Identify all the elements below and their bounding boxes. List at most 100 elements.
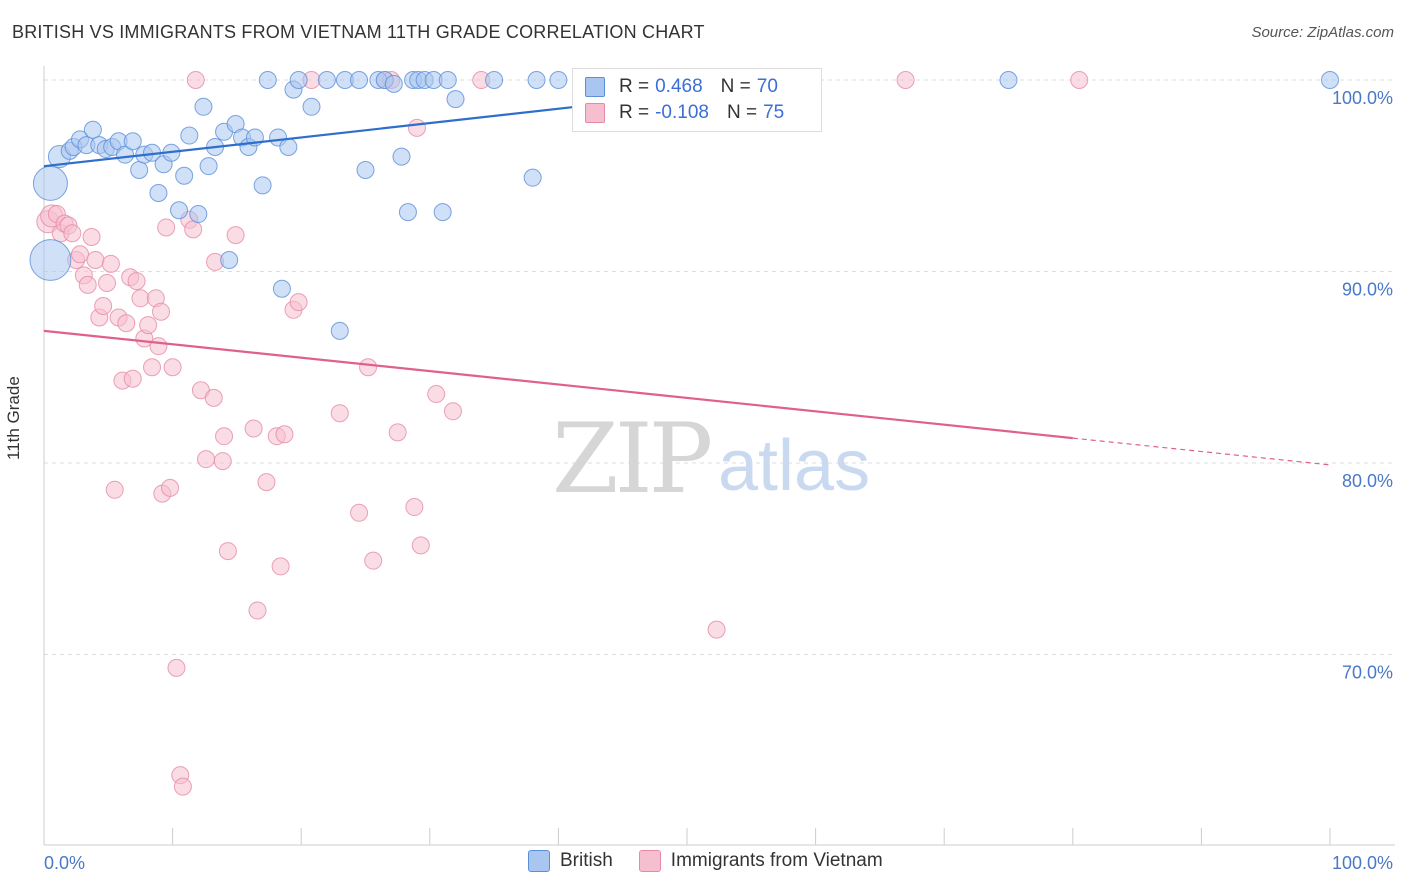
vietnam-point — [186, 71, 205, 89]
vietnam-n-value: 75 — [763, 102, 785, 123]
y-tick-label: 80.0% — [1342, 471, 1393, 491]
british-n-value: 70 — [756, 76, 778, 97]
vietnam-point — [271, 557, 290, 576]
vietnam-n-label: N = — [726, 102, 758, 123]
british-point — [123, 132, 142, 151]
vietnam-r-value: -0.108 — [655, 102, 709, 123]
stats-legend: R = 0.468 N = 70 R = -0.108 N = 75 — [572, 68, 822, 132]
vietnam-point — [275, 425, 294, 444]
x-tick-label-max: 100.0% — [1332, 853, 1393, 873]
vietnam-point — [101, 254, 120, 273]
british-point — [438, 71, 457, 89]
british-point — [392, 147, 411, 166]
vietnam-point — [105, 480, 124, 499]
vietnam-point — [167, 658, 186, 677]
british-point — [433, 203, 452, 222]
vietnam-point — [161, 478, 180, 497]
british-point — [220, 251, 239, 270]
british-point — [116, 145, 135, 164]
vietnam-point — [443, 402, 462, 421]
vietnam-point — [139, 316, 158, 335]
british-point — [29, 239, 72, 281]
vietnam-point — [152, 302, 171, 321]
vietnam-point — [63, 224, 82, 243]
y-tick-label: 100.0% — [1332, 88, 1393, 108]
watermark-atlas: atlas — [718, 426, 870, 506]
vietnam-point — [248, 601, 267, 620]
stats-row-vietnam: R = -0.108 N = 75 — [585, 100, 784, 126]
british-point — [356, 161, 375, 180]
british-point — [398, 203, 417, 222]
source-label: Source: ZipAtlas.com — [1251, 24, 1394, 41]
british-point — [485, 71, 504, 89]
british-legend-swatch — [528, 850, 550, 872]
vietnam-point — [411, 536, 430, 555]
vietnam-point — [123, 369, 142, 388]
chart-title: BRITISH VS IMMIGRANTS FROM VIETNAM 11TH … — [12, 22, 705, 42]
stats-row-british: R = 0.468 N = 70 — [585, 74, 778, 100]
vietnam-point — [98, 273, 117, 292]
british-point — [130, 161, 149, 180]
y-tick-label: 90.0% — [1342, 280, 1393, 300]
british-r-label: R = — [619, 76, 650, 97]
british-point — [549, 71, 568, 89]
vietnam-point — [257, 473, 276, 492]
y-tick-label: 70.0% — [1342, 663, 1393, 683]
vietnam-point — [364, 551, 383, 570]
legend-item-vietnam[interactable]: Immigrants from Vietnam — [638, 850, 883, 872]
british-point — [32, 165, 68, 201]
vietnam-point — [157, 218, 176, 237]
vietnam-point — [1070, 71, 1089, 89]
vietnam-point — [204, 388, 223, 407]
vietnam-point — [71, 245, 90, 264]
vietnam-point — [359, 358, 378, 377]
vietnam-point — [78, 275, 97, 294]
british-legend-label: British — [560, 850, 613, 871]
british-point — [1321, 71, 1339, 89]
british-point — [527, 71, 546, 89]
vietnam-legend-swatch — [638, 850, 661, 872]
british-point — [170, 201, 189, 220]
british-point — [446, 90, 465, 109]
vietnam-trend-line — [43, 329, 1073, 440]
vietnam-point — [407, 118, 426, 137]
vietnam-point — [127, 272, 146, 291]
british-point — [83, 120, 102, 139]
british-point — [523, 168, 542, 187]
vietnam-point — [173, 777, 192, 796]
british-point — [149, 183, 168, 202]
vietnam-trend-extension — [1072, 437, 1331, 466]
vietnam-point — [405, 498, 424, 517]
vietnam-point — [82, 228, 101, 247]
vietnam-point — [131, 289, 150, 308]
british-point — [180, 126, 199, 145]
vietnam-point — [226, 226, 245, 245]
british-point — [258, 71, 277, 89]
vietnam-point — [289, 293, 308, 312]
british-point — [175, 166, 194, 185]
british-point — [317, 71, 336, 89]
british-n-label: N = — [720, 76, 751, 97]
british-point — [350, 71, 369, 89]
british-point — [272, 279, 291, 298]
x-tick-label-min: 0.0% — [44, 853, 85, 873]
british-point — [253, 176, 272, 195]
british-point — [999, 71, 1018, 89]
british-point — [189, 205, 208, 224]
british-point — [279, 138, 298, 157]
vietnam-point — [427, 385, 446, 404]
legend-item-british[interactable]: British — [528, 850, 613, 872]
vietnam-point — [143, 358, 162, 377]
vietnam-point — [244, 419, 263, 438]
british-swatch — [585, 77, 605, 97]
british-point — [384, 74, 403, 93]
vietnam-point — [218, 542, 237, 561]
vietnam-r-label: R = — [619, 102, 650, 123]
vietnam-point — [213, 452, 232, 471]
vietnam-point — [350, 503, 369, 522]
vietnam-point — [215, 427, 234, 446]
vietnam-swatch — [585, 103, 605, 123]
vietnam-point — [86, 251, 105, 270]
british-point — [302, 97, 321, 116]
